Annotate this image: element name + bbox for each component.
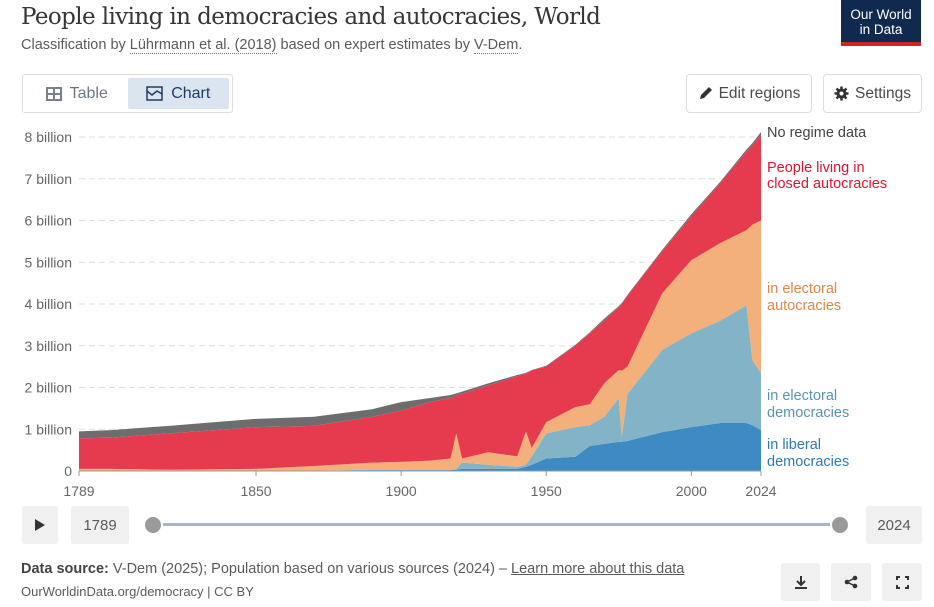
x-tick-label: 1850 — [240, 483, 271, 499]
chart-subtitle: Classification by Lührmann et al. (2018)… — [21, 37, 523, 54]
owid-logo[interactable]: Our World in Data — [841, 0, 921, 46]
timeline-end-year[interactable]: 2024 — [866, 506, 922, 544]
view-tabs: Table Chart — [22, 74, 233, 113]
fullscreen-button[interactable] — [882, 563, 922, 601]
timeline-start-handle[interactable] — [143, 515, 163, 535]
subtitle-mid: based on expert estimates by — [276, 37, 474, 53]
area-in-electoral-democracies — [79, 305, 761, 471]
play-button[interactable] — [22, 506, 58, 544]
series-label: in electoral — [767, 388, 837, 404]
logo-line2: in Data — [859, 22, 903, 37]
timeline-start-year[interactable]: 1789 — [71, 506, 129, 544]
series-label: democracies — [767, 454, 849, 470]
x-tick-label: 2000 — [676, 483, 707, 499]
fullscreen-icon — [895, 575, 909, 589]
learn-more-link[interactable]: Learn more about this data — [511, 561, 685, 577]
x-tick-label: 2024 — [745, 483, 776, 499]
subtitle-suffix: . — [518, 37, 523, 53]
download-icon — [794, 576, 807, 589]
pencil-icon — [699, 87, 712, 99]
area-in-electoral-autocracies — [79, 220, 761, 471]
series-label: in liberal — [767, 437, 821, 453]
logo-line1: Our World — [850, 7, 912, 22]
data-source: Data source: V-Dem (2025); Population ba… — [21, 561, 684, 577]
source-text: V-Dem (2025); Population based on variou… — [108, 561, 512, 577]
y-tick-label: 3 billion — [25, 338, 72, 354]
series-label: closed autocracies — [767, 176, 887, 192]
series-label: democracies — [767, 405, 849, 421]
share-button[interactable] — [831, 563, 871, 601]
vdem-link[interactable]: V-Dem — [473, 37, 519, 54]
y-tick-label: 1 billion — [25, 421, 72, 437]
stacked-area-chart: 0 1 billion 2 billion 3 billion 4 billion 5 b… — [25, 125, 888, 499]
series-label: in electoral — [767, 281, 837, 297]
x-tick-label: 1950 — [531, 483, 562, 499]
timeline-end-handle[interactable] — [830, 515, 850, 535]
x-tick-label: 1789 — [63, 483, 94, 499]
series-label: People living in — [767, 160, 865, 176]
x-tick-label: 1900 — [386, 483, 417, 499]
edit-regions-label: Edit regions — [718, 84, 801, 102]
timeline-track[interactable] — [152, 523, 840, 526]
tab-chart[interactable]: Chart — [127, 78, 229, 109]
citation-link[interactable]: Lührmann et al. (2018) — [129, 37, 277, 54]
edit-regions-button[interactable]: Edit regions — [686, 74, 812, 113]
y-tick-label: 8 billion — [25, 129, 72, 145]
source-label: Data source: — [21, 561, 109, 577]
series-label: autocracies — [767, 298, 841, 314]
y-tick-label: 0 — [64, 463, 72, 479]
y-tick-label: 4 billion — [25, 296, 72, 312]
area-people-living-in-closed-autocracies — [79, 134, 761, 470]
subtitle-prefix: Classification by — [21, 37, 130, 53]
area-in-liberal-democracies — [79, 422, 761, 471]
play-icon — [35, 519, 45, 531]
y-tick-label: 2 billion — [25, 380, 72, 396]
y-tick-label: 7 billion — [25, 171, 72, 187]
tab-table-label: Table — [69, 84, 108, 102]
gear-icon — [834, 86, 849, 101]
chart-title: People living in democracies and autocra… — [21, 4, 601, 30]
share-icon — [844, 575, 858, 589]
table-icon — [45, 86, 62, 101]
series-label: No regime data — [767, 125, 867, 141]
y-tick-label: 6 billion — [25, 213, 72, 229]
settings-button[interactable]: Settings — [823, 74, 922, 113]
download-button[interactable] — [781, 563, 820, 601]
tab-table[interactable]: Table — [26, 78, 128, 109]
y-tick-label: 5 billion — [25, 254, 72, 270]
url-license[interactable]: OurWorldinData.org/democracy | CC BY — [21, 584, 254, 599]
tab-chart-label: Chart — [171, 84, 211, 102]
settings-label: Settings — [854, 84, 911, 102]
chart-icon — [146, 86, 163, 101]
